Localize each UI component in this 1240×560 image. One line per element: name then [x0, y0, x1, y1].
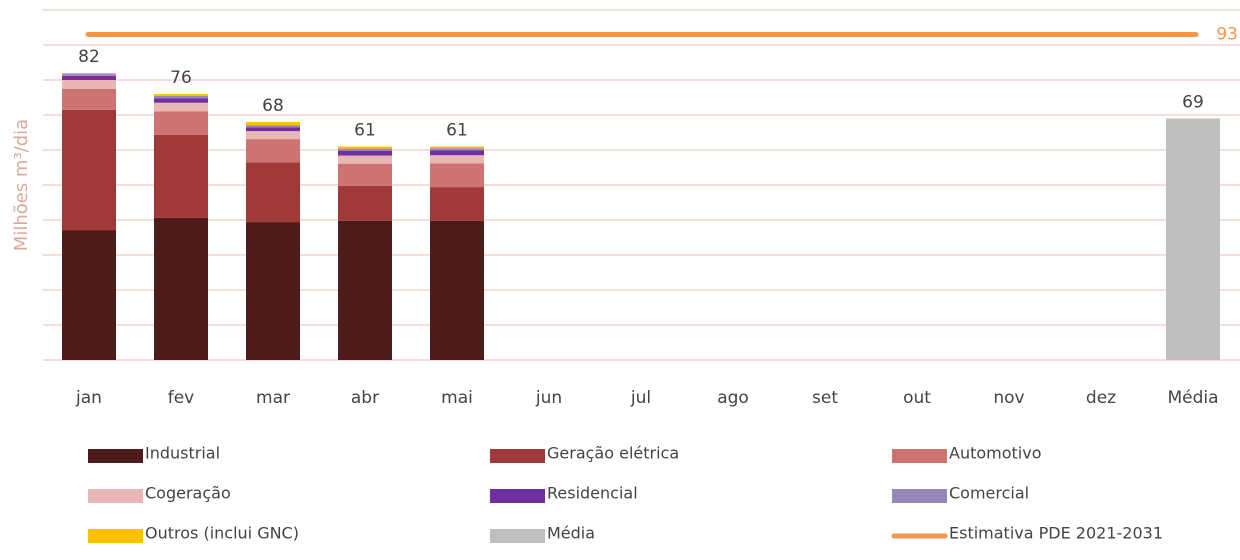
bar-segment — [430, 150, 484, 156]
total-label: 82 — [78, 47, 100, 67]
bar-segment — [246, 125, 300, 128]
bar-segment — [154, 217, 208, 360]
bar-segment — [154, 111, 208, 135]
bar-segment — [1166, 118, 1220, 360]
x-tick-label: jun — [535, 388, 562, 408]
legend-swatch — [490, 449, 545, 463]
bar-segment — [246, 131, 300, 140]
bar-segment — [62, 88, 116, 110]
bar-segment — [430, 146, 484, 149]
legend-swatch — [490, 489, 545, 503]
bar-segment — [338, 220, 392, 360]
legend-label: Comercial — [949, 484, 1029, 503]
bar-segment — [246, 127, 300, 132]
x-tick-label: fev — [168, 388, 195, 408]
legend-label: Outros (inclui GNC) — [145, 524, 299, 543]
bar-segment — [338, 185, 392, 221]
bar-segment — [338, 155, 392, 164]
x-tick-label: dez — [1086, 388, 1116, 408]
bar-segment — [430, 155, 484, 164]
bar-segment — [62, 73, 116, 75]
x-tick-label: out — [903, 388, 931, 408]
legend-label: Industrial — [145, 444, 220, 463]
legend-label: Média — [547, 524, 595, 543]
legend-label: Geração elétrica — [547, 444, 679, 463]
reference-label: 93 — [1216, 25, 1238, 45]
bar-segment — [338, 163, 392, 186]
x-tick-label: ago — [717, 388, 749, 408]
bar-segment — [430, 220, 484, 360]
legend-label: Residencial — [547, 484, 638, 503]
x-tick-label: mai — [441, 388, 473, 408]
bar-segment — [62, 75, 116, 80]
x-tick-label: set — [812, 388, 838, 408]
total-label: 68 — [262, 96, 284, 116]
legend-label: Estimativa PDE 2021-2031 — [949, 524, 1163, 543]
bar-segment — [246, 222, 300, 360]
bar-segment — [154, 102, 208, 112]
x-tick-label: abr — [351, 388, 379, 408]
total-label: 76 — [170, 68, 192, 88]
bar-segment — [246, 162, 300, 223]
bar-segment — [154, 98, 208, 103]
x-tick-label: jul — [630, 388, 651, 408]
legend-swatch — [490, 529, 545, 543]
x-tick-label: Média — [1167, 388, 1218, 408]
bar-segment — [62, 80, 116, 89]
legend-swatch — [892, 489, 947, 503]
bar-segment — [62, 74, 116, 76]
total-label: 69 — [1182, 93, 1204, 113]
legend-label: Cogeração — [145, 484, 231, 503]
total-label: 61 — [446, 121, 468, 141]
x-tick-label: nov — [993, 388, 1024, 408]
bar-segment — [62, 109, 116, 231]
bar-segment — [338, 146, 392, 149]
bar-segment — [246, 139, 300, 163]
bar-segment — [338, 150, 392, 156]
bar-segment — [154, 134, 208, 218]
bar-segment — [246, 122, 300, 126]
legend-swatch — [88, 449, 143, 463]
bar-segment — [338, 148, 392, 151]
bar-segment — [154, 95, 208, 99]
total-label: 61 — [354, 121, 376, 141]
bar-segment — [430, 163, 484, 188]
bar-segment — [154, 94, 208, 96]
legend-swatch — [88, 529, 143, 543]
y-axis-label: Milhões m³/dia — [11, 119, 32, 251]
bar-segment — [62, 230, 116, 360]
legend-label: Automotivo — [949, 444, 1042, 463]
x-tick-label: jan — [75, 388, 102, 408]
legend-swatch — [892, 449, 947, 463]
x-tick-label: mar — [256, 388, 290, 408]
bar-segment — [430, 187, 484, 221]
bar-segment — [430, 148, 484, 151]
legend-swatch — [88, 489, 143, 503]
